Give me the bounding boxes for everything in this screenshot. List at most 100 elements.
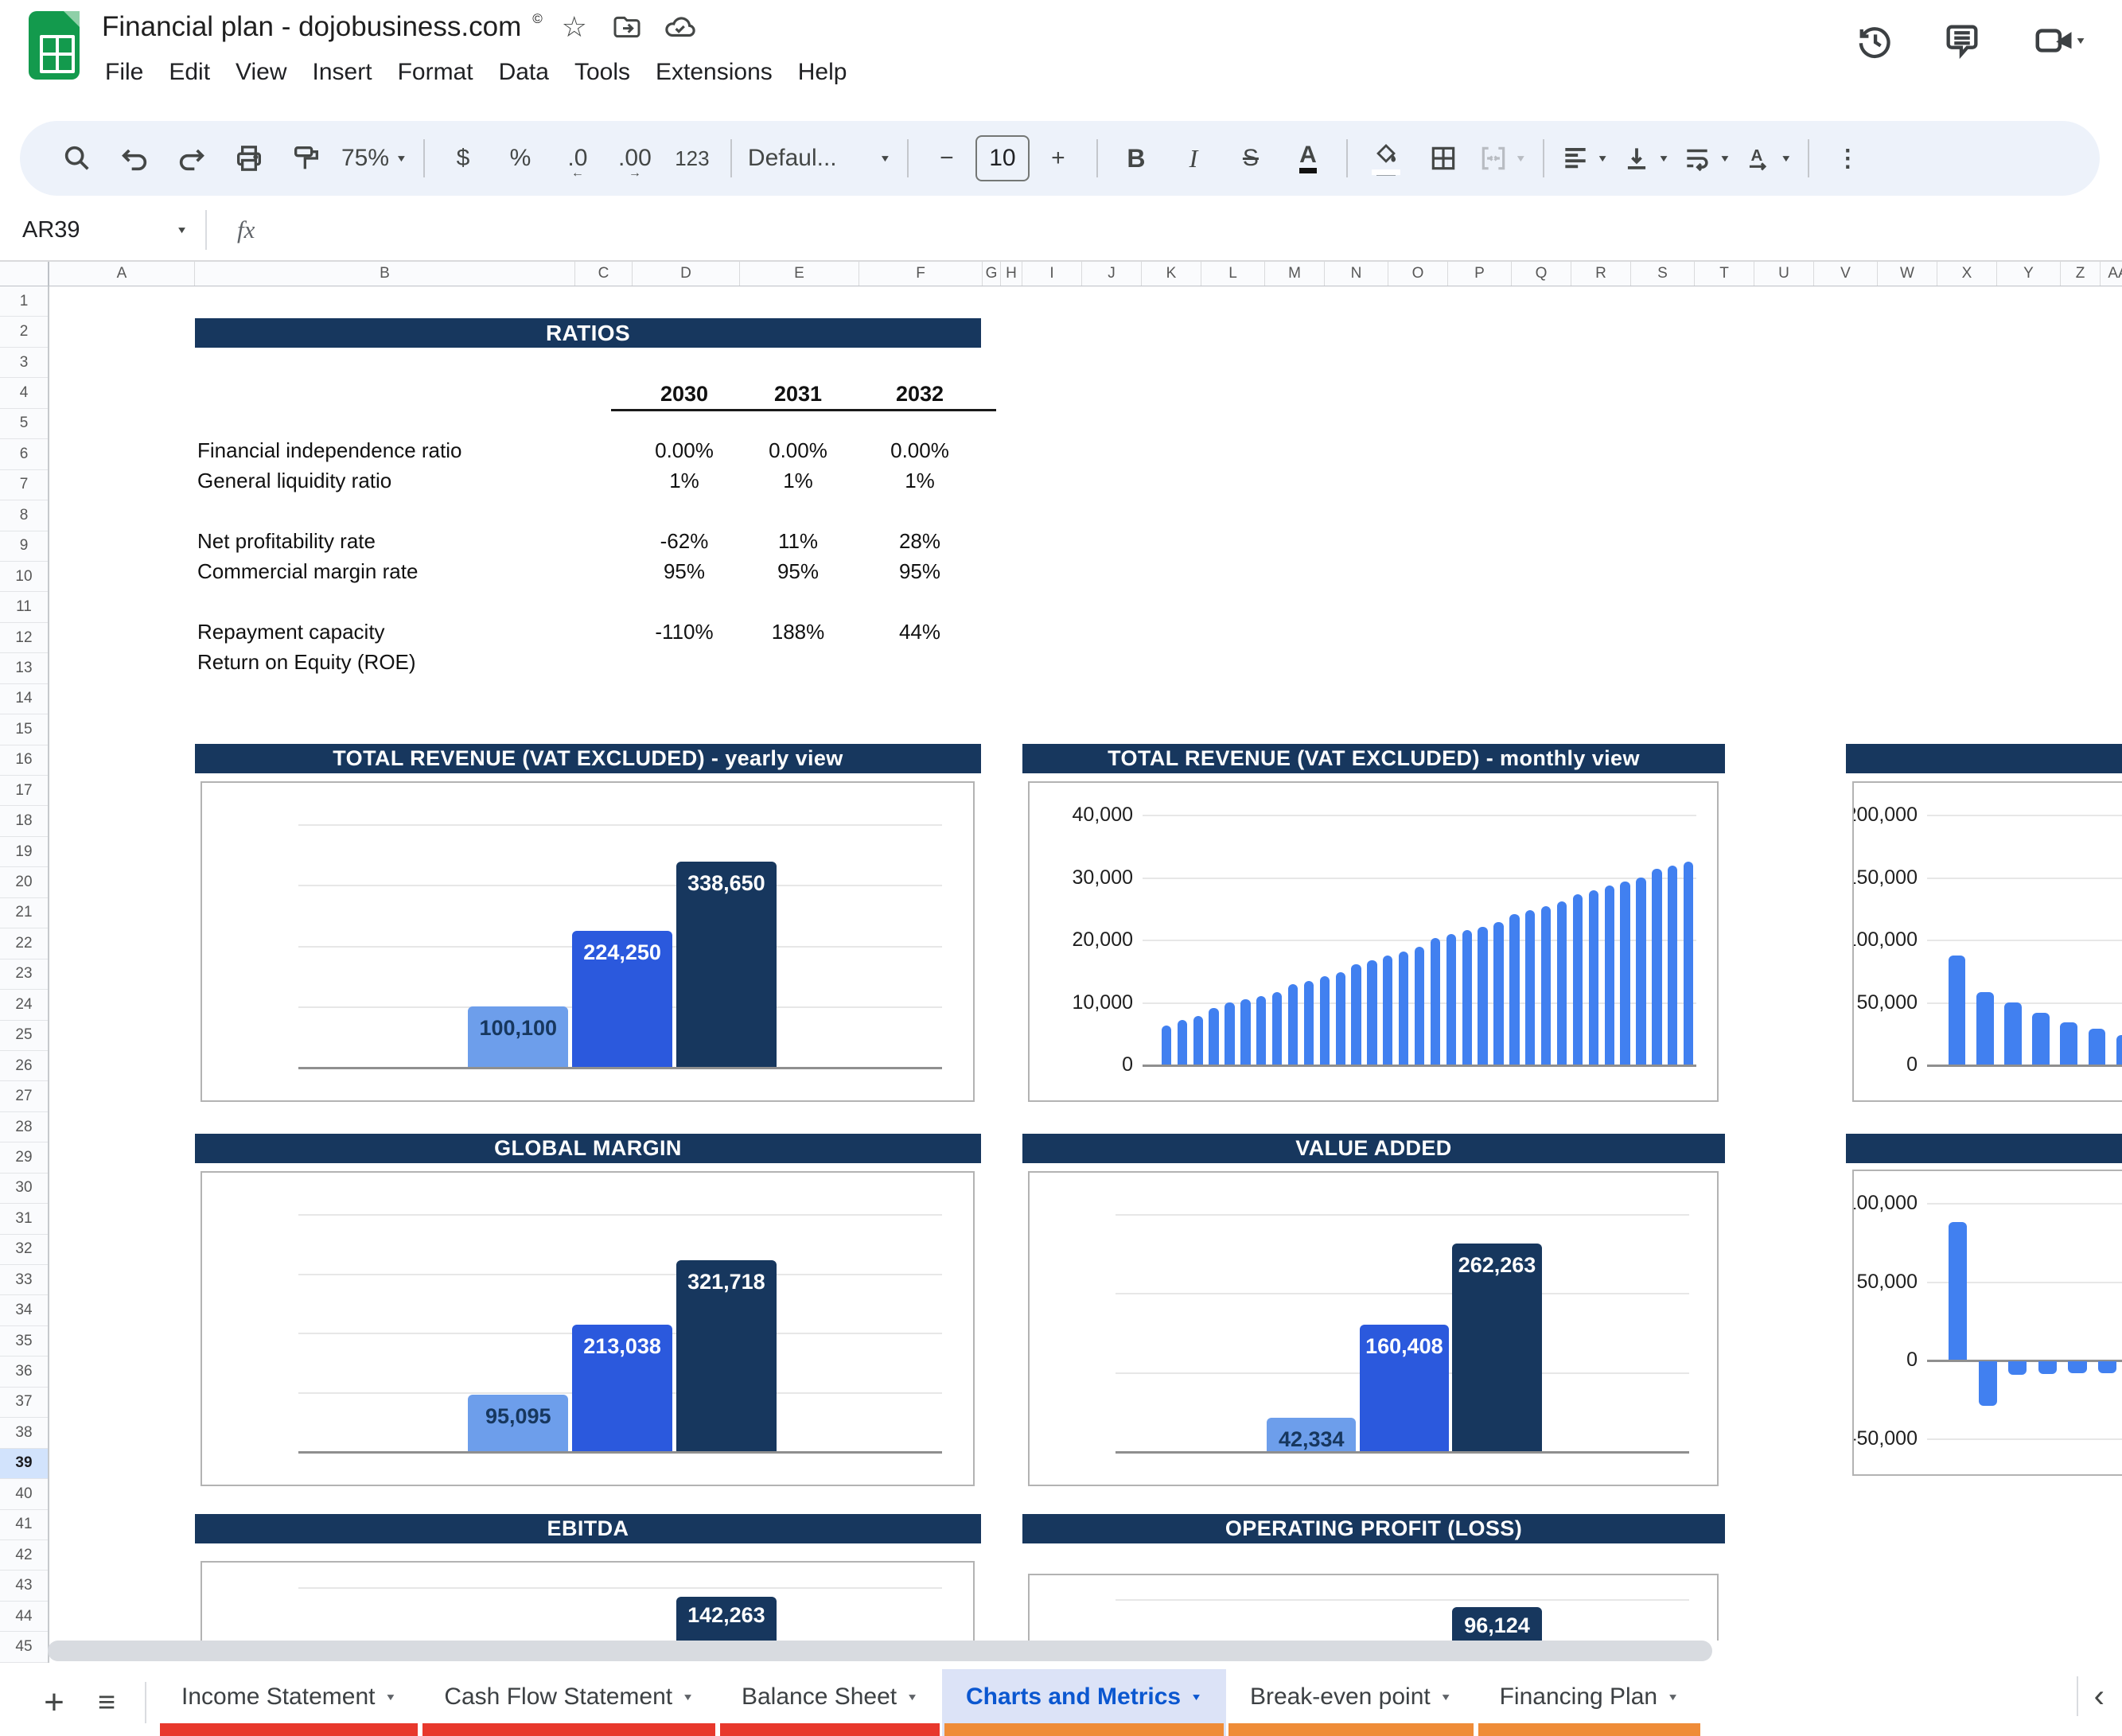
column-header-U[interactable]: U	[1754, 262, 1814, 286]
row-header-15[interactable]: 15	[0, 714, 48, 745]
chart-title-operating-profit[interactable]: OPERATING PROFIT (LOSS)	[1022, 1514, 1725, 1543]
italic-button[interactable]: I	[1189, 143, 1198, 173]
tab-break-even-point[interactable]: Break-even point ▼	[1226, 1669, 1476, 1736]
row-header-7[interactable]: 7	[0, 470, 48, 501]
row-header-35[interactable]: 35	[0, 1326, 48, 1357]
row-header-38[interactable]: 38	[0, 1418, 48, 1449]
print-icon[interactable]	[220, 132, 278, 185]
chart-title-revenue-monthly[interactable]: TOTAL REVENUE (VAT EXCLUDED) - monthly v…	[1022, 744, 1725, 773]
column-header-M[interactable]: M	[1265, 262, 1325, 286]
paint-format-icon[interactable]	[278, 132, 335, 185]
chart-revenue-monthly[interactable]: 40,000 30,000 20,000 10,000 0	[1028, 781, 1719, 1102]
column-header-F[interactable]: F	[859, 262, 983, 286]
fill-color-button[interactable]	[1357, 132, 1415, 185]
row-header-17[interactable]: 17	[0, 776, 48, 807]
row-header-16[interactable]: 16	[0, 745, 48, 776]
row-header-13[interactable]: 13	[0, 653, 48, 684]
horizontal-scrollbar[interactable]	[48, 1641, 1712, 1661]
search-icon[interactable]	[49, 132, 106, 185]
horizontal-align-button[interactable]: ▼	[1554, 132, 1615, 185]
row-header-5[interactable]: 5	[0, 409, 48, 440]
chart-title-right-top[interactable]	[1846, 744, 2122, 773]
menu-help[interactable]: Help	[797, 59, 847, 85]
column-header-Q[interactable]: Q	[1512, 262, 1571, 286]
row-header-2[interactable]: 2	[0, 317, 48, 348]
sheet-content[interactable]: RATIOS 2030 2031 2032 Financial independenc…	[49, 286, 2122, 1663]
menu-insert[interactable]: Insert	[312, 59, 372, 85]
add-sheet-button[interactable]: +	[44, 1683, 64, 1722]
row-header-8[interactable]: 8	[0, 500, 48, 531]
row-header-29[interactable]: 29	[0, 1142, 48, 1174]
vertical-align-button[interactable]: ▼	[1615, 132, 1676, 185]
column-header-H[interactable]: H	[1001, 262, 1022, 286]
row-header-44[interactable]: 44	[0, 1602, 48, 1633]
row-header-26[interactable]: 26	[0, 1051, 48, 1082]
row-header-43[interactable]: 43	[0, 1571, 48, 1602]
row-header-36[interactable]: 36	[0, 1356, 48, 1388]
tab-charts-and-metrics[interactable]: Charts and Metrics ▼	[942, 1669, 1226, 1736]
font-size-input[interactable]: 10	[975, 135, 1030, 181]
sheets-logo-icon[interactable]	[29, 11, 80, 80]
row-header-39[interactable]: 39	[0, 1448, 48, 1480]
tab-balance-sheet[interactable]: Balance Sheet ▼	[718, 1669, 942, 1736]
menu-view[interactable]: View	[236, 59, 287, 85]
column-header-AA[interactable]: AA	[2101, 262, 2122, 286]
row-header-28[interactable]: 28	[0, 1112, 48, 1143]
increase-decimal-button[interactable]: .00 →	[618, 145, 652, 180]
decrease-font-size-button[interactable]: −	[940, 145, 954, 171]
row-header-27[interactable]: 27	[0, 1081, 48, 1112]
row-header-20[interactable]: 20	[0, 867, 48, 898]
row-header-34[interactable]: 34	[0, 1295, 48, 1326]
menu-file[interactable]: File	[105, 59, 144, 85]
row-header-40[interactable]: 40	[0, 1479, 48, 1510]
row-header-23[interactable]: 23	[0, 959, 48, 991]
chart-title-ebitda[interactable]: EBITDA	[195, 1514, 981, 1543]
increase-font-size-button[interactable]: +	[1051, 145, 1065, 171]
document-title[interactable]: Financial plan - dojobusiness.com	[102, 11, 522, 42]
row-header-41[interactable]: 41	[0, 1510, 48, 1540]
chart-title-global-margin[interactable]: GLOBAL MARGIN	[195, 1134, 981, 1163]
chart-right-top[interactable]: 200,000 150,000 100,000 50,000 0	[1852, 781, 2122, 1102]
column-header-K[interactable]: K	[1142, 262, 1201, 286]
more-toolbar-button[interactable]: ⋮	[1836, 145, 1860, 172]
format-percent-button[interactable]: %	[509, 145, 531, 171]
chart-global-margin[interactable]: 95,095 213,038 321,718	[201, 1171, 975, 1486]
menu-extensions[interactable]: Extensions	[656, 59, 773, 85]
chart-right-bottom[interactable]: 100,000 50,000 0 -50,000	[1852, 1170, 2122, 1476]
font-select[interactable]: Defaul... ▼	[747, 145, 891, 171]
column-header-S[interactable]: S	[1631, 262, 1695, 286]
column-header-P[interactable]: P	[1448, 262, 1512, 286]
row-header-22[interactable]: 22	[0, 928, 48, 959]
menu-format[interactable]: Format	[397, 59, 473, 85]
row-header-37[interactable]: 37	[0, 1388, 48, 1419]
column-header-I[interactable]: I	[1022, 262, 1082, 286]
column-header-G[interactable]: G	[983, 262, 1001, 286]
row-header-14[interactable]: 14	[0, 684, 48, 715]
meet-video-icon[interactable]: ▼	[2025, 16, 2093, 65]
column-header-R[interactable]: R	[1571, 262, 1631, 286]
row-header-9[interactable]: 9	[0, 531, 48, 562]
chart-value-added[interactable]: 42,334 160,408 262,263	[1028, 1171, 1719, 1486]
column-header-C[interactable]: C	[575, 262, 633, 286]
strikethrough-button[interactable]: S	[1242, 145, 1259, 171]
row-header-31[interactable]: 31	[0, 1204, 48, 1235]
column-header-B[interactable]: B	[195, 262, 575, 286]
version-history-icon[interactable]	[1850, 16, 1899, 65]
chart-title-right-bottom[interactable]	[1846, 1134, 2122, 1163]
row-header-33[interactable]: 33	[0, 1265, 48, 1296]
row-header-21[interactable]: 21	[0, 898, 48, 929]
cloud-saved-icon[interactable]	[659, 6, 700, 48]
chart-title-revenue-yearly[interactable]: TOTAL REVENUE (VAT EXCLUDED) - yearly vi…	[195, 744, 981, 773]
column-header-J[interactable]: J	[1082, 262, 1142, 286]
undo-icon[interactable]	[106, 132, 163, 185]
row-header-6[interactable]: 6	[0, 439, 48, 470]
column-header-D[interactable]: D	[633, 262, 740, 286]
menu-tools[interactable]: Tools	[574, 59, 630, 85]
name-box[interactable]: AR39 ▼	[0, 217, 205, 243]
row-header-10[interactable]: 10	[0, 562, 48, 593]
chart-title-value-added[interactable]: VALUE ADDED	[1022, 1134, 1725, 1163]
move-folder-icon[interactable]	[606, 6, 648, 48]
column-header-N[interactable]: N	[1325, 262, 1388, 286]
row-header-3[interactable]: 3	[0, 348, 48, 379]
row-header-42[interactable]: 42	[0, 1540, 48, 1571]
